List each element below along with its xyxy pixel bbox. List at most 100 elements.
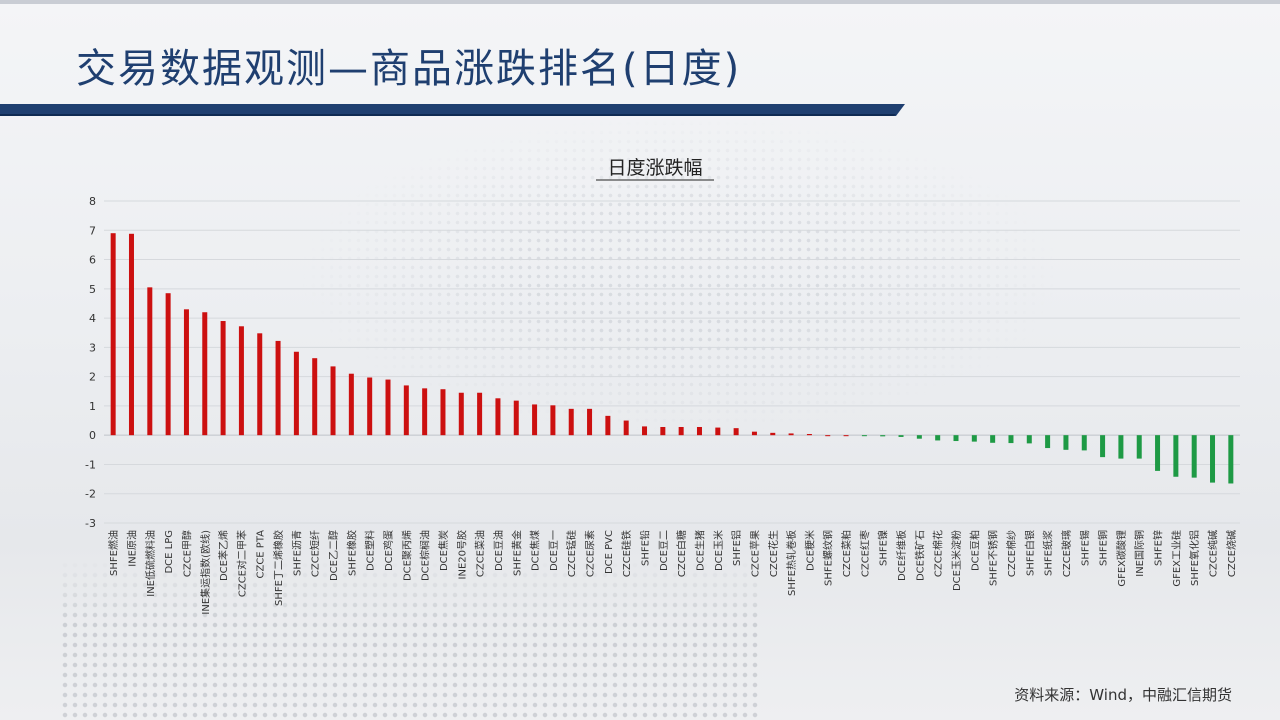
- bar: [238, 326, 244, 436]
- bar: [587, 408, 593, 436]
- x-tick-label: CZCE对二甲苯: [235, 530, 248, 597]
- bar: [843, 435, 849, 437]
- x-tick-label: CZCE纯碱: [1207, 530, 1220, 577]
- x-tick-label: DCE塑料: [364, 530, 377, 571]
- bar: [513, 400, 519, 436]
- x-tick-label: INE20号胶: [455, 530, 468, 579]
- y-tick-label: 0: [89, 429, 96, 442]
- x-tick-label: CZCE锰硅: [565, 530, 578, 577]
- x-tick-label: DCE豆二: [658, 530, 670, 571]
- x-tick-label: CZCE硅铁: [620, 530, 633, 577]
- bar: [642, 426, 648, 436]
- x-tick-label: DCE聚丙烯: [400, 530, 413, 581]
- bar: [183, 309, 189, 436]
- y-tick-label: 2: [89, 371, 96, 384]
- x-tick-label: INE原油: [125, 530, 138, 567]
- x-tick-label: CZCE尿素: [584, 530, 597, 577]
- bar: [550, 405, 556, 436]
- x-tick-label: SHFE橡胶: [345, 530, 358, 576]
- x-tick-label: SHFE热轧卷板: [785, 530, 798, 596]
- x-tick-label: DCE玉米: [712, 530, 725, 571]
- y-tick-label: -1: [85, 458, 96, 471]
- chart-bars: [110, 233, 1234, 484]
- bar: [1155, 435, 1161, 471]
- bar: [696, 426, 702, 436]
- x-tick-label: SHFE丁二烯橡胶: [272, 530, 285, 606]
- x-tick-label: DCE豆油: [492, 530, 505, 571]
- y-tick-label: -2: [85, 488, 96, 501]
- bar: [440, 389, 446, 436]
- x-tick-label: INE国际铜: [1134, 530, 1146, 577]
- page-title: 交易数据观测—商品涨跌排名(日度): [76, 46, 742, 92]
- bar: [1118, 435, 1124, 459]
- x-tick-label: SHFE白银: [1023, 530, 1036, 576]
- bar: [367, 377, 373, 436]
- x-tick-label: CZCE PTA: [256, 530, 267, 579]
- x-tick-label: DCE焦煤: [529, 530, 542, 571]
- x-tick-label: SHFE锡: [1078, 530, 1091, 566]
- x-tick-label: CZCE菜油: [474, 530, 487, 577]
- y-tick-label: 3: [89, 341, 96, 354]
- bar: [715, 427, 721, 436]
- bar: [825, 435, 831, 437]
- x-tick-label: CZCE花生: [767, 530, 780, 577]
- bar: [916, 435, 922, 439]
- x-tick-label: SHFE铜: [1098, 530, 1110, 566]
- bar: [1008, 435, 1014, 444]
- x-tick-label: GFEX工业硅: [1170, 530, 1183, 587]
- bar: [1026, 435, 1032, 444]
- chart-title: 日度涨跌幅: [607, 157, 702, 179]
- x-tick-label: CZCE苹果: [748, 530, 761, 577]
- y-tick-label: 5: [89, 283, 96, 296]
- bar: [953, 435, 959, 442]
- x-tick-label: SHFE纸浆: [1042, 530, 1055, 576]
- bar: [733, 428, 739, 436]
- x-tick-label: SHFE燃油: [107, 530, 120, 576]
- bar: [220, 321, 226, 436]
- bar: [1191, 435, 1197, 478]
- x-tick-label: DCE纤维板: [895, 530, 908, 581]
- x-tick-label: SHFE氧化铝: [1188, 530, 1201, 586]
- bar: [147, 287, 153, 436]
- bar: [751, 431, 757, 436]
- bar: [330, 366, 336, 436]
- x-tick-label: SHFE镍: [877, 530, 890, 566]
- bar: [623, 420, 629, 436]
- bar: [1210, 435, 1216, 483]
- chart-grid: [104, 200, 1240, 524]
- bar: [128, 233, 134, 436]
- bar: [403, 385, 409, 436]
- x-tick-label: SHFE铝: [731, 530, 743, 566]
- x-tick-label: CZCE玻璃: [1060, 530, 1073, 577]
- bar: [458, 392, 464, 436]
- source-note: 资料来源：Wind，中融汇信期货: [1014, 686, 1232, 704]
- bar: [275, 340, 281, 436]
- x-tick-label: DCE苯乙烯: [217, 530, 230, 581]
- x-tick-label: DCE豆一: [548, 530, 560, 571]
- bar: [477, 392, 483, 436]
- x-tick-label: DCE粳米: [803, 530, 816, 571]
- chart-y-axis: -3 -2 -1 0 1 2 3 4 5 6 7 8: [85, 195, 96, 530]
- bar: [348, 373, 354, 436]
- x-tick-label: DCE玉米淀粉: [950, 530, 963, 591]
- bar: [898, 435, 904, 437]
- x-tick-label: DCE生猪: [693, 530, 706, 571]
- bar: [788, 433, 794, 436]
- background-world-map: [300, 110, 1060, 440]
- x-tick-label: INE集运指数(欧线): [199, 530, 212, 615]
- x-tick-label: SHFE螺纹钢: [822, 530, 835, 586]
- bar: [880, 435, 886, 437]
- x-tick-label: INE低硫燃料油: [144, 530, 157, 597]
- x-tick-label: CZCE白糖: [675, 530, 688, 577]
- bar: [990, 435, 996, 443]
- bar: [1063, 435, 1069, 450]
- bar: [1045, 435, 1051, 449]
- y-tick-label: 7: [89, 224, 96, 237]
- y-tick-label: -3: [85, 517, 96, 530]
- bar: [935, 435, 941, 441]
- y-tick-label: 6: [89, 254, 96, 267]
- bar: [568, 408, 574, 436]
- x-tick-label: DCE豆粕: [968, 530, 981, 571]
- x-tick-label: CZCE甲醇: [180, 530, 193, 577]
- bar: [110, 233, 116, 436]
